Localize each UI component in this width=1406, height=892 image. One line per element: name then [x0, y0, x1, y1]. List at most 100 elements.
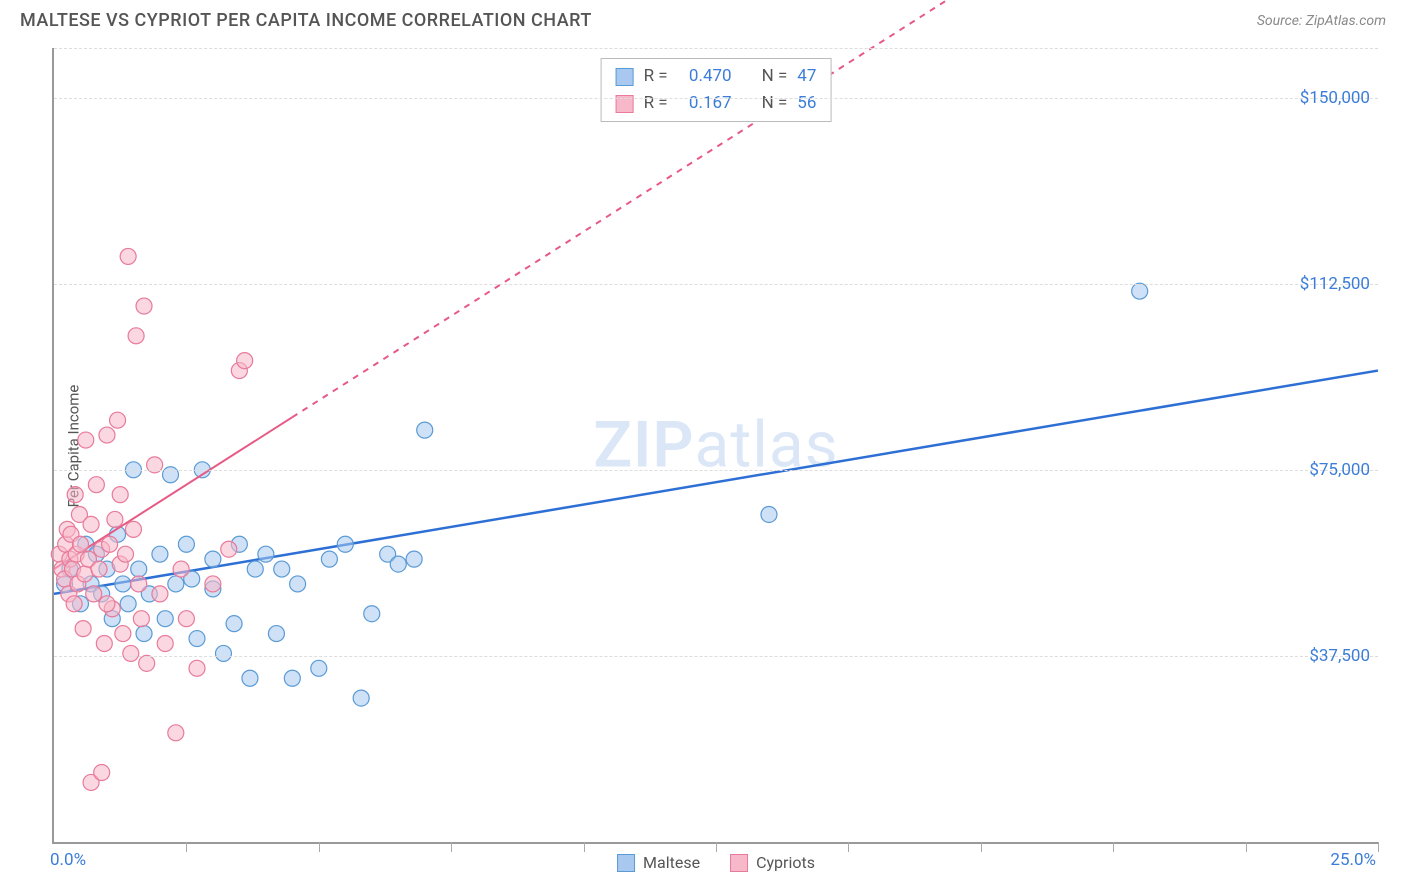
y-tick-label: $150,000 [1300, 88, 1370, 108]
data-point [96, 636, 112, 652]
gridline [54, 656, 1378, 657]
data-point [133, 611, 149, 627]
gridline [54, 98, 1378, 99]
data-point [136, 626, 152, 642]
data-point [215, 645, 231, 661]
data-point [237, 353, 253, 369]
data-point [83, 516, 99, 532]
trend-line [54, 371, 1378, 594]
data-point [274, 561, 290, 577]
data-point [66, 596, 82, 612]
x-tick [186, 842, 187, 852]
data-point [152, 546, 168, 562]
data-point [221, 541, 237, 557]
legend-n-label: N = [762, 63, 788, 90]
chart-svg [54, 48, 1378, 842]
legend-swatch [730, 854, 748, 872]
data-point [417, 422, 433, 438]
data-point [131, 576, 147, 592]
data-point [67, 487, 83, 503]
data-point [406, 551, 422, 567]
x-tick [451, 842, 452, 852]
stats-legend: R = 0.470 N = 47R = 0.167 N = 56 [601, 58, 832, 122]
data-point [139, 655, 155, 671]
y-tick-label: $112,500 [1300, 274, 1370, 294]
data-point [99, 427, 115, 443]
data-point [364, 606, 380, 622]
legend-row: R =0.470N =47 [616, 63, 817, 90]
data-point [761, 506, 777, 522]
chart-title: MALTESE VS CYPRIOT PER CAPITA INCOME COR… [20, 10, 592, 31]
data-point [353, 690, 369, 706]
x-tick [319, 842, 320, 852]
data-point [189, 660, 205, 676]
legend-swatch [617, 854, 635, 872]
data-point [157, 636, 173, 652]
data-point [110, 412, 126, 428]
data-point [258, 546, 274, 562]
x-tick [1246, 842, 1247, 852]
legend-item: Cypriots [730, 853, 815, 872]
data-point [115, 576, 131, 592]
data-point [290, 576, 306, 592]
x-tick [848, 842, 849, 852]
gridline [54, 48, 1378, 49]
data-point [125, 521, 141, 537]
data-point [120, 248, 136, 264]
chart-source: Source: ZipAtlas.com [1257, 13, 1386, 29]
legend-r-value: 0.470 [678, 63, 732, 90]
gridline [54, 284, 1378, 285]
data-point [173, 561, 189, 577]
legend-label: Cypriots [756, 853, 815, 872]
data-point [226, 616, 242, 632]
data-point [284, 670, 300, 686]
legend-r-value: 0.167 [678, 90, 732, 117]
data-point [311, 660, 327, 676]
data-point [86, 586, 102, 602]
legend-n-value: 47 [797, 63, 816, 90]
data-point [131, 561, 147, 577]
data-point [242, 670, 258, 686]
data-point [117, 546, 133, 562]
data-point [168, 576, 184, 592]
x-tick-label: 25.0% [1330, 850, 1376, 870]
data-point [123, 645, 139, 661]
data-point [75, 621, 91, 637]
legend-n-label: N = [762, 90, 788, 117]
data-point [77, 566, 93, 582]
series-legend: Maltese Cypriots [617, 853, 815, 872]
data-point [107, 511, 123, 527]
legend-item: Maltese [617, 853, 700, 872]
data-point [337, 536, 353, 552]
data-point [78, 432, 94, 448]
data-point [205, 576, 221, 592]
y-tick-label: $75,000 [1309, 460, 1370, 480]
chart-header: MALTESE VS CYPRIOT PER CAPITA INCOME COR… [0, 0, 1406, 39]
data-point [112, 487, 128, 503]
data-point [205, 551, 221, 567]
data-point [247, 561, 263, 577]
data-point [321, 551, 337, 567]
data-point [168, 725, 184, 741]
x-tick [981, 842, 982, 852]
data-point [390, 556, 406, 572]
data-point [115, 626, 131, 642]
data-point [72, 536, 88, 552]
data-point [120, 596, 136, 612]
legend-row: R = 0.167 N = 56 [616, 90, 817, 117]
data-point [178, 611, 194, 627]
data-point [88, 477, 104, 493]
legend-r-label: R = [644, 90, 668, 117]
x-tick-label: 0.0% [50, 850, 86, 870]
x-tick [1113, 842, 1114, 852]
legend-n-value: 56 [797, 90, 816, 117]
data-point [94, 765, 110, 781]
legend-swatch [616, 68, 634, 86]
x-tick [716, 842, 717, 852]
plot-area: ZIPatlas R =0.470N =47R =0.167N =56 Malt… [52, 48, 1378, 844]
legend-label: Maltese [643, 853, 700, 872]
data-point [157, 611, 173, 627]
data-point [189, 631, 205, 647]
y-tick-label: $37,500 [1309, 646, 1370, 666]
data-point [268, 626, 284, 642]
